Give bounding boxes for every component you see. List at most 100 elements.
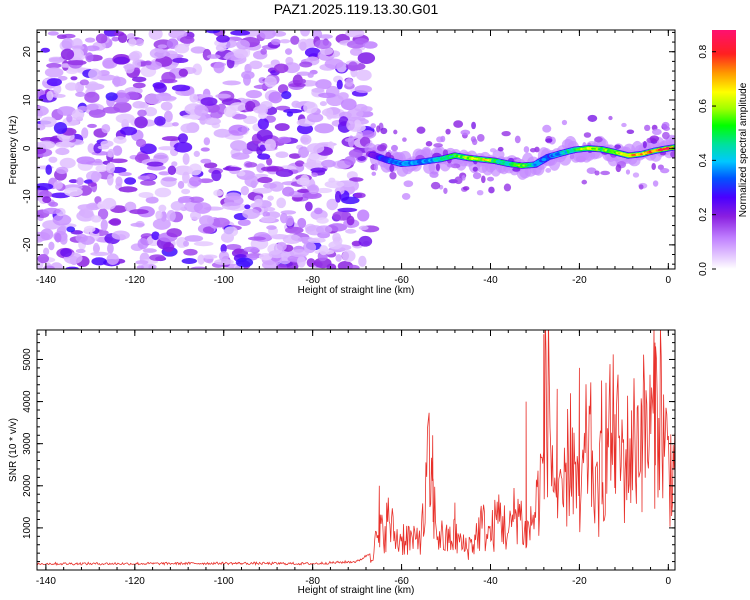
- noise-cell: [337, 92, 349, 100]
- noise-cell: [362, 41, 378, 49]
- noise-cell: [158, 204, 167, 212]
- noise-cell: [233, 49, 248, 59]
- noise-cell: [144, 60, 152, 66]
- noise-cell: [285, 226, 304, 234]
- noise-cell: [97, 145, 110, 150]
- noise-cell: [63, 187, 83, 197]
- ridge-speckle: [660, 168, 670, 174]
- ridge-speckle: [529, 147, 537, 153]
- noise-cell: [332, 210, 352, 221]
- noise-cell: [300, 134, 312, 145]
- noise-cell: [106, 253, 119, 265]
- noise-cell: [277, 136, 292, 144]
- noise-cell: [297, 188, 311, 194]
- noise-cell: [326, 198, 339, 211]
- noise-cell: [245, 89, 263, 99]
- noise-cell: [47, 31, 59, 36]
- noise-cell: [253, 173, 269, 178]
- noise-cell: [266, 157, 273, 166]
- noise-cell: [291, 100, 301, 108]
- noise-cell: [259, 30, 276, 40]
- ridge-speckle: [391, 144, 398, 152]
- noise-cell: [170, 201, 185, 211]
- x-tick-label: -140: [36, 275, 56, 286]
- noise-cell: [286, 111, 294, 117]
- ridge-speckle: [393, 129, 398, 135]
- noise-cell: [211, 169, 222, 182]
- noise-cell: [190, 266, 208, 269]
- noise-cell: [358, 225, 369, 231]
- noise-cell: [108, 219, 121, 225]
- noise-cell: [361, 130, 375, 138]
- spectrogram-x-axis-label: Height of straight line (km): [298, 285, 415, 296]
- noise-cell: [46, 78, 62, 87]
- noise-cell: [257, 153, 271, 160]
- noise-cell: [43, 265, 55, 269]
- noise-cell: [51, 93, 66, 98]
- noise-cell: [75, 233, 88, 243]
- ridge-speckle: [651, 162, 656, 171]
- noise-cell: [38, 140, 56, 150]
- noise-cell: [281, 91, 292, 100]
- noise-cell: [161, 71, 176, 84]
- noise-cell: [268, 249, 286, 259]
- noise-cell: [112, 76, 127, 87]
- noise-cell: [131, 76, 147, 83]
- noise-cell: [267, 195, 274, 201]
- ridge-speckle: [461, 174, 466, 181]
- noise-cell: [276, 197, 287, 209]
- noise-cell: [86, 81, 100, 91]
- noise-cell: [76, 156, 96, 165]
- ridge-speckle: [443, 187, 448, 194]
- y-tick-label: -10: [22, 189, 33, 204]
- noise-cell: [282, 234, 302, 244]
- noise-cell: [325, 108, 334, 120]
- noise-cell: [235, 257, 254, 268]
- y-tick-label: 20: [22, 46, 33, 58]
- noise-cell: [86, 103, 99, 111]
- noise-cell: [310, 167, 327, 173]
- noise-cell: [66, 69, 78, 75]
- noise-cell: [177, 180, 185, 189]
- noise-cell: [198, 178, 214, 184]
- noise-cell: [264, 207, 276, 212]
- y-tick-label: 10: [22, 94, 33, 106]
- noise-cell: [70, 76, 78, 81]
- noise-cell: [177, 133, 188, 144]
- noise-cell: [83, 225, 96, 233]
- ridge-speckle: [638, 184, 644, 190]
- noise-cell: [158, 146, 175, 151]
- noise-cell: [155, 210, 163, 221]
- noise-cell: [138, 191, 154, 198]
- noise-cell: [299, 61, 313, 68]
- noise-cell: [247, 236, 266, 241]
- noise-cell: [348, 149, 363, 158]
- noise-cell: [134, 116, 148, 129]
- noise-cell: [276, 263, 288, 269]
- noise-cell: [262, 64, 278, 69]
- noise-cell: [311, 87, 325, 93]
- noise-cell: [158, 171, 171, 176]
- noise-cell: [52, 214, 72, 226]
- noise-cell: [45, 164, 53, 175]
- noise-cell: [223, 226, 239, 237]
- x-tick-label: -80: [305, 275, 320, 286]
- noise-cell: [259, 144, 267, 152]
- noise-cell: [276, 241, 287, 251]
- noise-cell: [240, 185, 250, 196]
- noise-cell: [253, 106, 267, 114]
- ridge-speckle: [615, 164, 622, 173]
- noise-cell: [193, 241, 214, 247]
- noise-cell: [53, 180, 63, 190]
- noise-cell: [93, 158, 102, 164]
- noise-cell: [144, 93, 163, 105]
- noise-cell: [183, 240, 190, 247]
- colorbar-tick-label: 0.4: [698, 153, 709, 167]
- noise-cell: [190, 46, 207, 54]
- noise-cell: [314, 39, 332, 49]
- noise-cell: [264, 138, 277, 151]
- noise-cell: [213, 128, 232, 138]
- noise-cell: [75, 248, 86, 254]
- ridge-speckle: [561, 119, 568, 126]
